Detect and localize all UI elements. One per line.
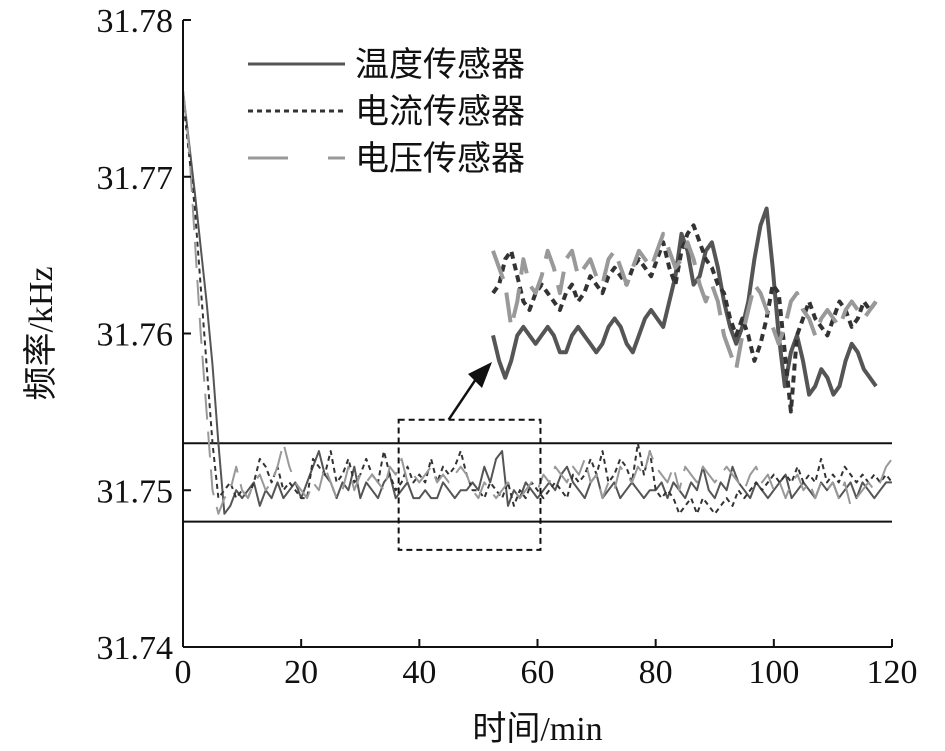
y-tick-label: 31.75 (97, 473, 174, 510)
zoom-inset (397, 206, 878, 551)
x-tick-label: 60 (521, 654, 555, 691)
axes: 0 20 40 60 80 100 120 31.74 31.75 31.76 31.77 31.78 (97, 3, 918, 691)
series-layer (182, 90, 893, 515)
y-tick-label: 31.76 (97, 317, 174, 354)
series-line (182, 90, 892, 515)
zoom-window (397, 418, 542, 551)
series-line (182, 90, 893, 515)
x-tick-label: 0 (175, 654, 192, 691)
x-tick-label: 20 (284, 654, 318, 691)
zoom-arrow-head (468, 362, 492, 388)
x-axis-title: 时间/min (472, 711, 602, 748)
band-lines (183, 442, 892, 523)
y-tick-label: 31.74 (97, 630, 174, 667)
series-line (182, 98, 893, 515)
x-tick-label: 80 (639, 654, 673, 691)
x-tick-label: 120 (867, 654, 918, 691)
inset-series-line (491, 231, 878, 372)
inset-series-line (491, 223, 878, 414)
legend-label: 温度传感器 (355, 46, 525, 84)
zoom-arrow-shaft (447, 375, 480, 421)
legend-label: 电压传感器 (355, 140, 525, 178)
y-tick-label: 31.77 (97, 160, 174, 197)
x-tick-label: 40 (402, 654, 436, 691)
y-tick-label: 31.78 (97, 3, 174, 40)
y-axis-title: 频率/kHz (22, 266, 60, 400)
x-tick-label: 100 (748, 654, 799, 691)
legend-label: 电流传感器 (355, 93, 525, 131)
